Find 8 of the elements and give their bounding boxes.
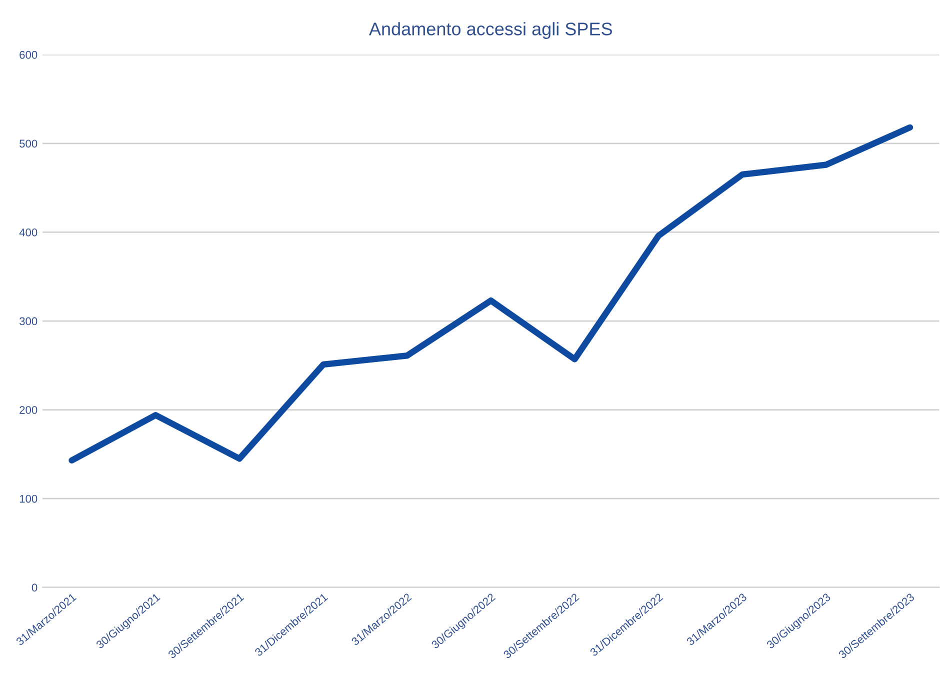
y-tick-label: 500 [20, 140, 38, 148]
y-tick-label: 100 [20, 494, 38, 503]
y-tick-label: 200 [20, 406, 38, 414]
y-tick-label: 600 [20, 50, 38, 59]
y-tick-label: 0 [32, 584, 38, 592]
chart-title: Andamento accessi agli SPES [368, 22, 612, 39]
y-tick-label: 400 [19, 228, 38, 236]
y-tick-label: 300 [20, 317, 38, 326]
